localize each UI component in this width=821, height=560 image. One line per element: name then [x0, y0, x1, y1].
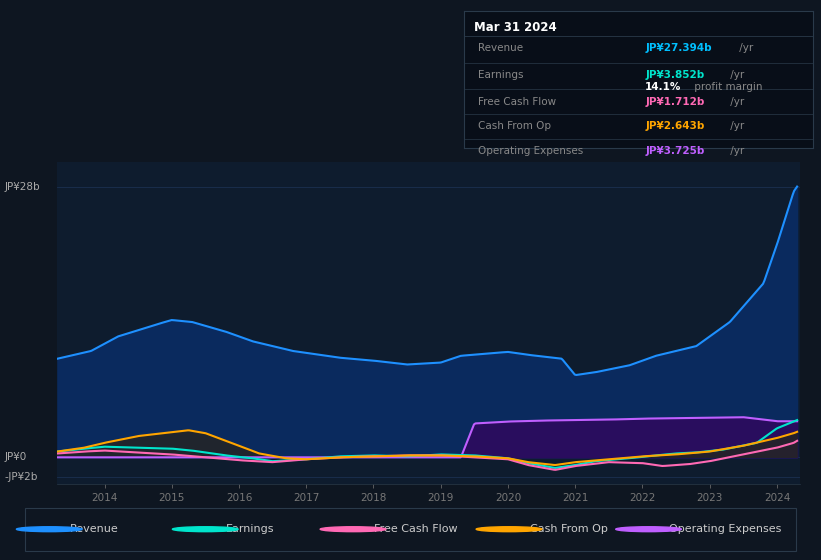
Text: Earnings: Earnings: [226, 524, 274, 534]
Text: Earnings: Earnings: [478, 70, 523, 80]
Circle shape: [16, 527, 82, 531]
Circle shape: [172, 527, 238, 531]
Text: /yr: /yr: [727, 146, 744, 156]
Text: /yr: /yr: [727, 97, 744, 107]
Text: Mar 31 2024: Mar 31 2024: [475, 21, 557, 34]
Text: Free Cash Flow: Free Cash Flow: [478, 97, 556, 107]
Text: JP¥3.725b: JP¥3.725b: [645, 146, 704, 156]
Text: JP¥3.852b: JP¥3.852b: [645, 70, 704, 80]
Text: Revenue: Revenue: [478, 43, 523, 53]
Circle shape: [476, 527, 542, 531]
Text: /yr: /yr: [736, 43, 754, 53]
Text: /yr: /yr: [727, 122, 744, 132]
Text: JP¥27.394b: JP¥27.394b: [645, 43, 712, 53]
Text: Operating Expenses: Operating Expenses: [669, 524, 782, 534]
Text: JP¥2.643b: JP¥2.643b: [645, 122, 704, 132]
Text: Revenue: Revenue: [70, 524, 118, 534]
Text: Free Cash Flow: Free Cash Flow: [374, 524, 457, 534]
Text: JP¥1.712b: JP¥1.712b: [645, 97, 704, 107]
Circle shape: [616, 527, 681, 531]
Text: Operating Expenses: Operating Expenses: [478, 146, 583, 156]
Text: JP¥0: JP¥0: [4, 452, 26, 463]
Text: profit margin: profit margin: [690, 82, 762, 92]
Text: Cash From Op: Cash From Op: [478, 122, 551, 132]
Text: -JP¥2b: -JP¥2b: [4, 472, 38, 482]
Text: Cash From Op: Cash From Op: [530, 524, 608, 534]
Text: /yr: /yr: [727, 70, 744, 80]
Text: JP¥28b: JP¥28b: [4, 181, 39, 192]
Text: 14.1%: 14.1%: [645, 82, 681, 92]
Bar: [25, 507, 796, 551]
Circle shape: [320, 527, 386, 531]
